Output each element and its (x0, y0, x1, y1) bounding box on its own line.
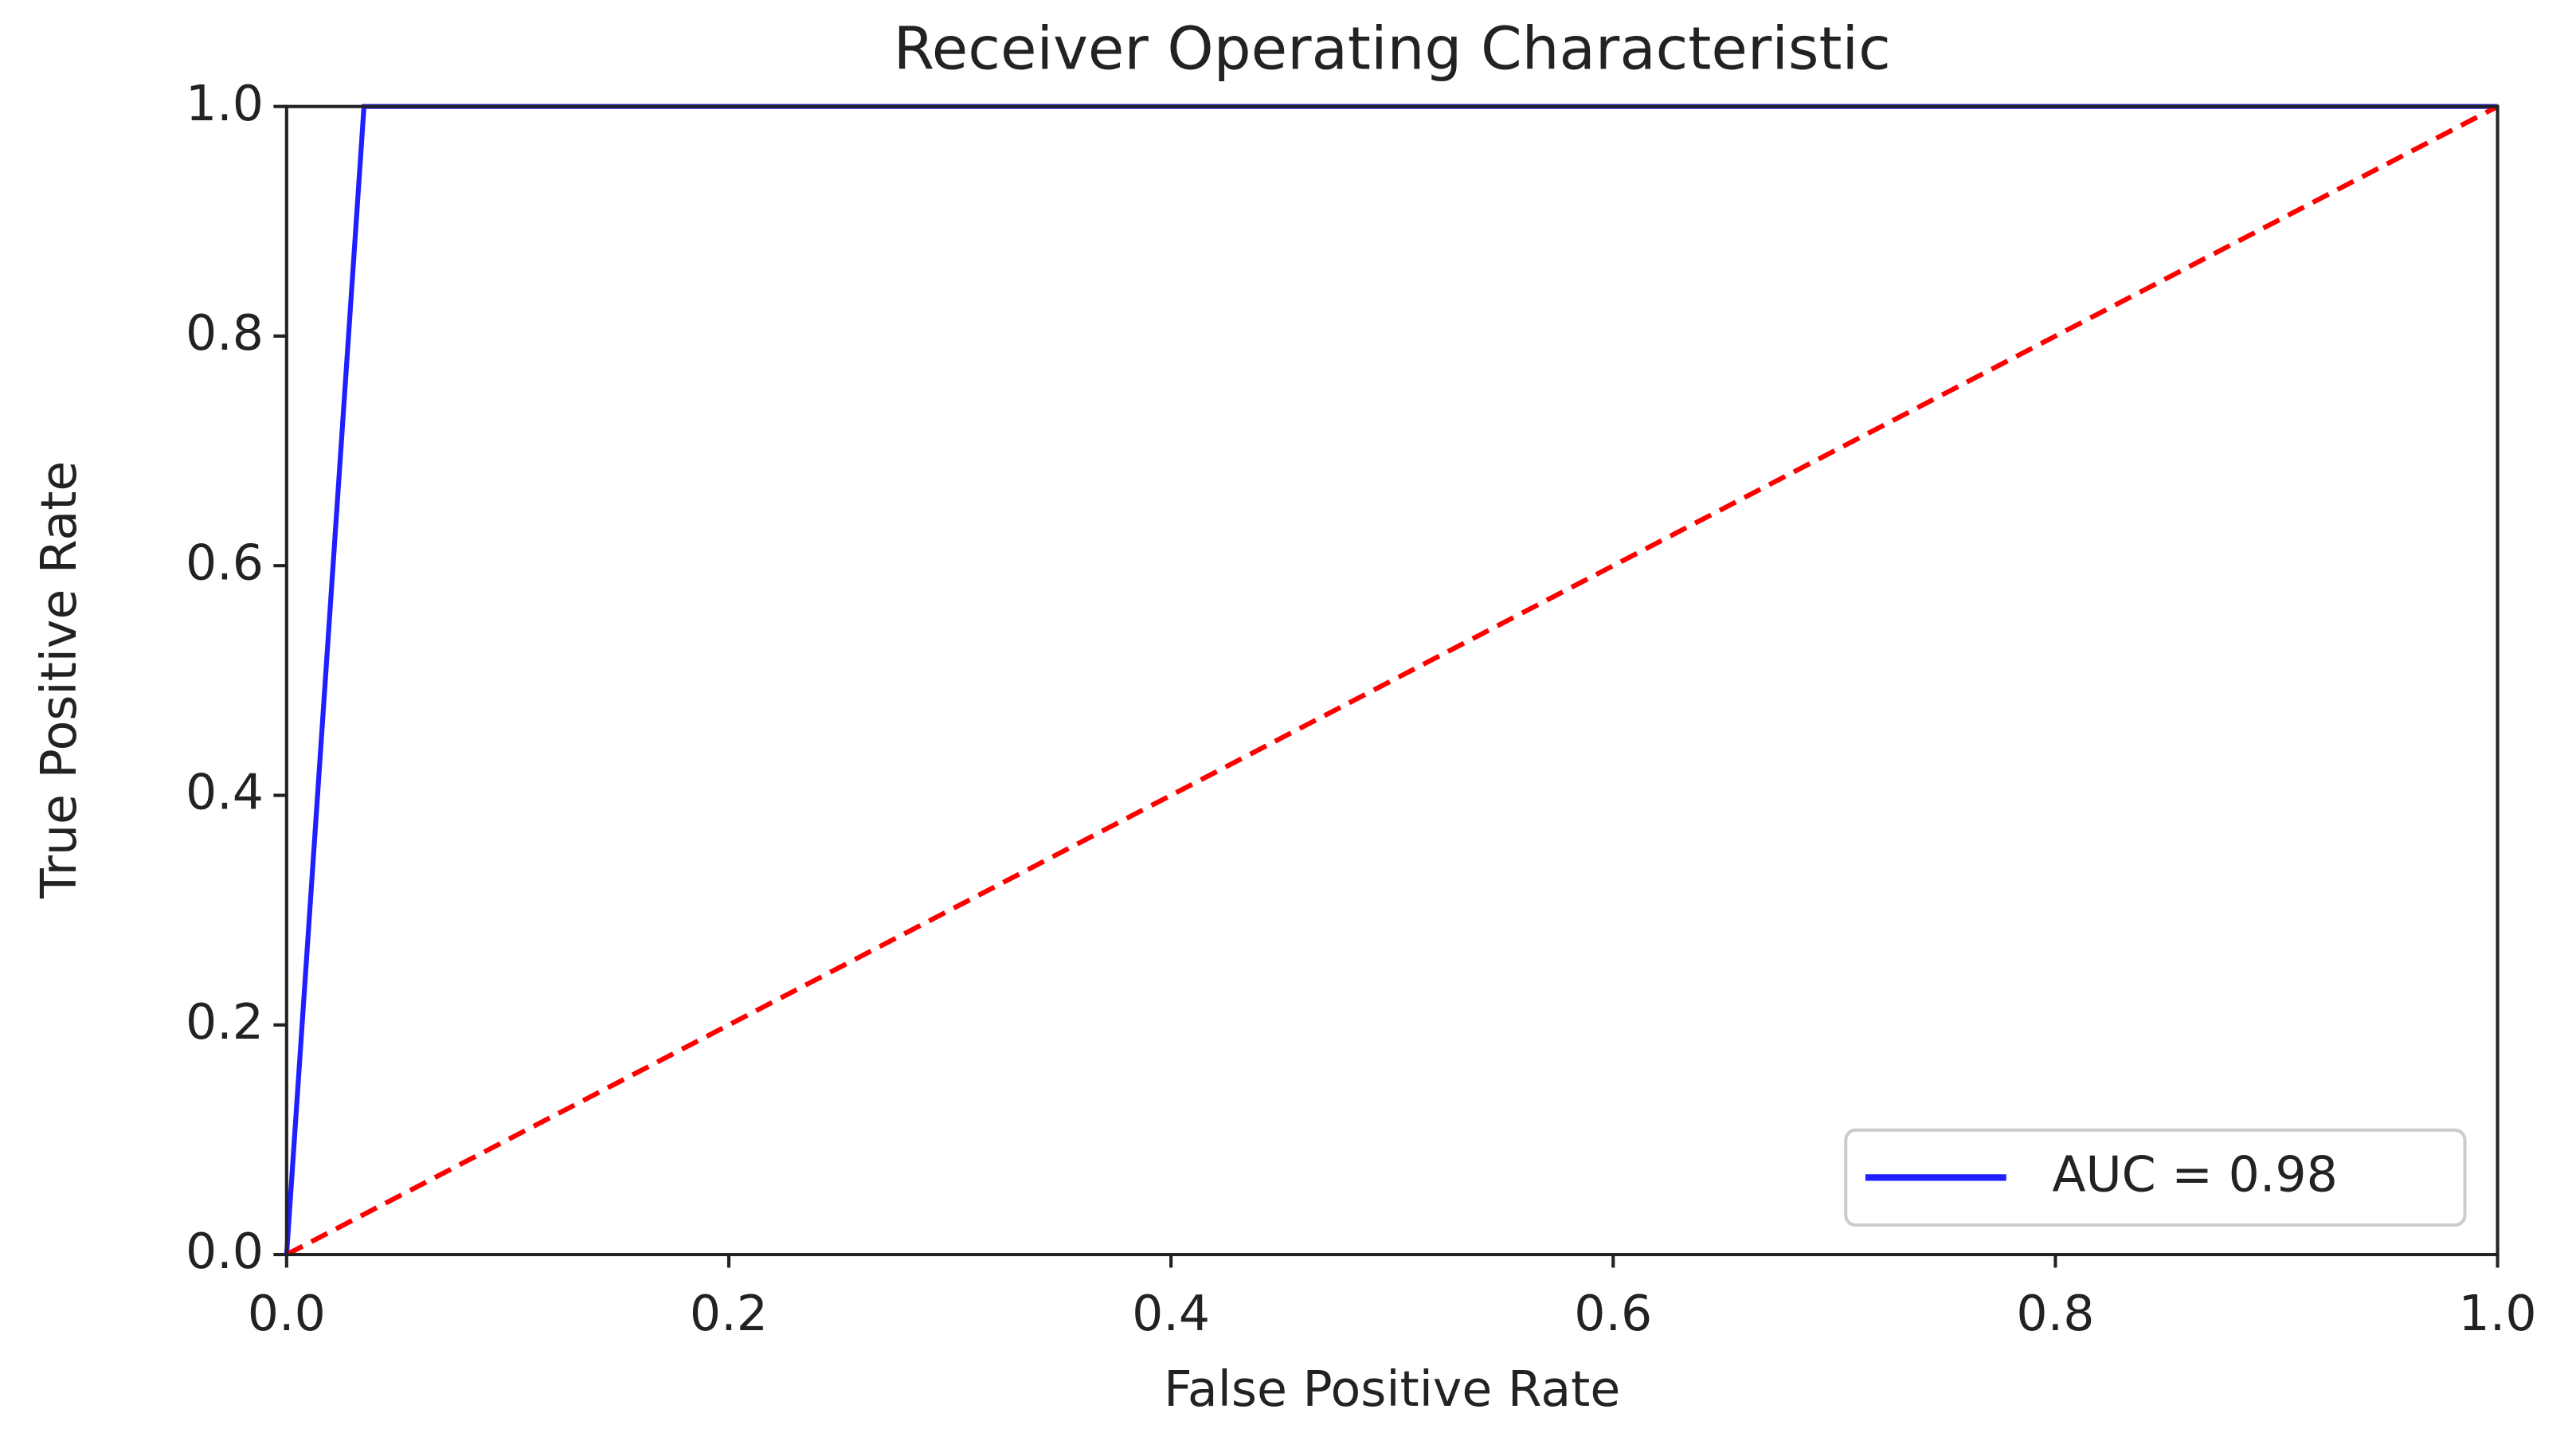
x-tick-label: 1.0 (2459, 1285, 2537, 1342)
y-axis-label: True Positive Rate (30, 461, 88, 899)
y-tick-label: 0.0 (186, 1223, 264, 1280)
y-tick-label: 1.0 (186, 75, 264, 132)
x-tick-label: 0.8 (2016, 1285, 2094, 1342)
x-tick-label: 0.2 (690, 1285, 768, 1342)
legend-label: AUC = 0.98 (2052, 1145, 2338, 1203)
plot-frame (284, 104, 2499, 1257)
chart-title: Receiver Operating Characteristic (894, 14, 1891, 83)
legend-box (1844, 1128, 2467, 1227)
y-tick-label: 0.4 (186, 764, 264, 821)
roc-line (285, 104, 2499, 1257)
y-tick-label: 0.2 (186, 993, 264, 1051)
x-tick-label: 0.6 (1574, 1285, 1652, 1342)
x-axis-label: False Positive Rate (1164, 1360, 1620, 1418)
y-tick-label: 0.6 (186, 534, 264, 591)
y-tick-label: 0.8 (186, 304, 264, 362)
x-tick-label: 0.0 (248, 1285, 326, 1342)
x-tick-label: 0.4 (1132, 1285, 1210, 1342)
